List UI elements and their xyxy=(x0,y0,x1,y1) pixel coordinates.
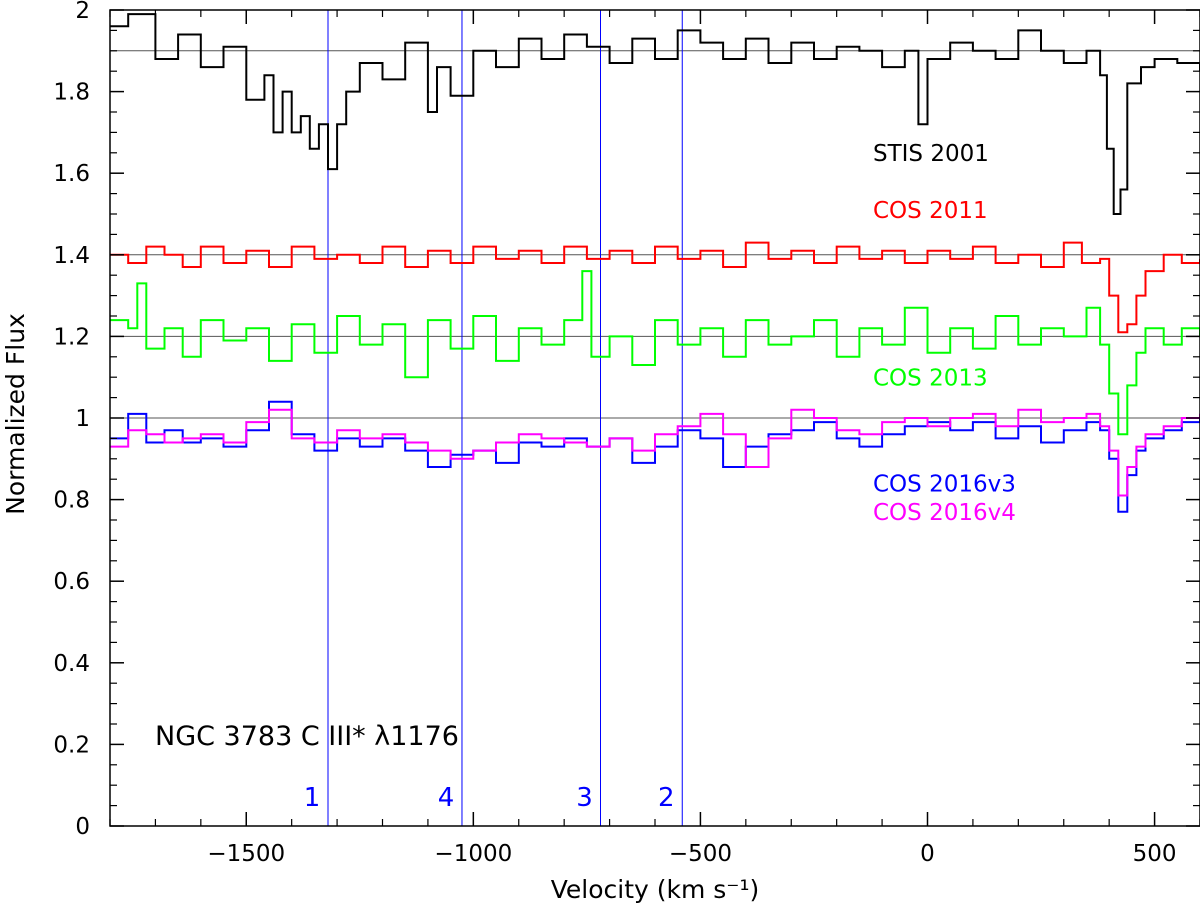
x-axis-title: Velocity (km s⁻¹) xyxy=(551,875,760,904)
series-label: COS 2013 xyxy=(873,365,988,391)
chart-annotation: NGC 3783 C III* λ1176 xyxy=(155,721,459,752)
y-tick-label: 1.4 xyxy=(53,243,90,269)
series-label: STIS 2001 xyxy=(873,141,989,167)
x-tick-label: 0 xyxy=(920,841,935,867)
x-tick-label: −1500 xyxy=(207,841,285,867)
y-tick-label: 1.6 xyxy=(53,161,90,187)
y-tick-label: 1.2 xyxy=(53,324,90,350)
y-tick-label: 1.8 xyxy=(53,80,90,106)
y-tick-label: 0.2 xyxy=(53,732,90,758)
component-label: 3 xyxy=(576,783,593,813)
y-axis-title: Normalized Flux xyxy=(1,313,30,515)
y-tick-label: 2 xyxy=(75,0,90,24)
x-tick-label: 500 xyxy=(1133,841,1177,867)
y-tick-label: 0 xyxy=(75,814,90,840)
series-line xyxy=(110,408,1200,497)
y-tick-label: 0.4 xyxy=(53,651,90,677)
series-line xyxy=(110,241,1200,334)
x-tick-label: −1000 xyxy=(434,841,512,867)
y-tick-label: 0.6 xyxy=(53,569,90,595)
y-tick-label: 1 xyxy=(75,406,90,432)
series-line xyxy=(110,270,1200,436)
series-line xyxy=(110,13,1200,215)
component-label: 4 xyxy=(438,783,455,813)
component-label: 1 xyxy=(304,783,321,813)
component-label: 2 xyxy=(658,783,675,813)
x-tick-label: −500 xyxy=(669,841,732,867)
y-tick-label: 0.8 xyxy=(53,488,90,514)
series-label: COS 2011 xyxy=(873,198,988,224)
series-label: COS 2016v3 xyxy=(873,471,1016,497)
series-label: COS 2016v4 xyxy=(873,500,1016,526)
